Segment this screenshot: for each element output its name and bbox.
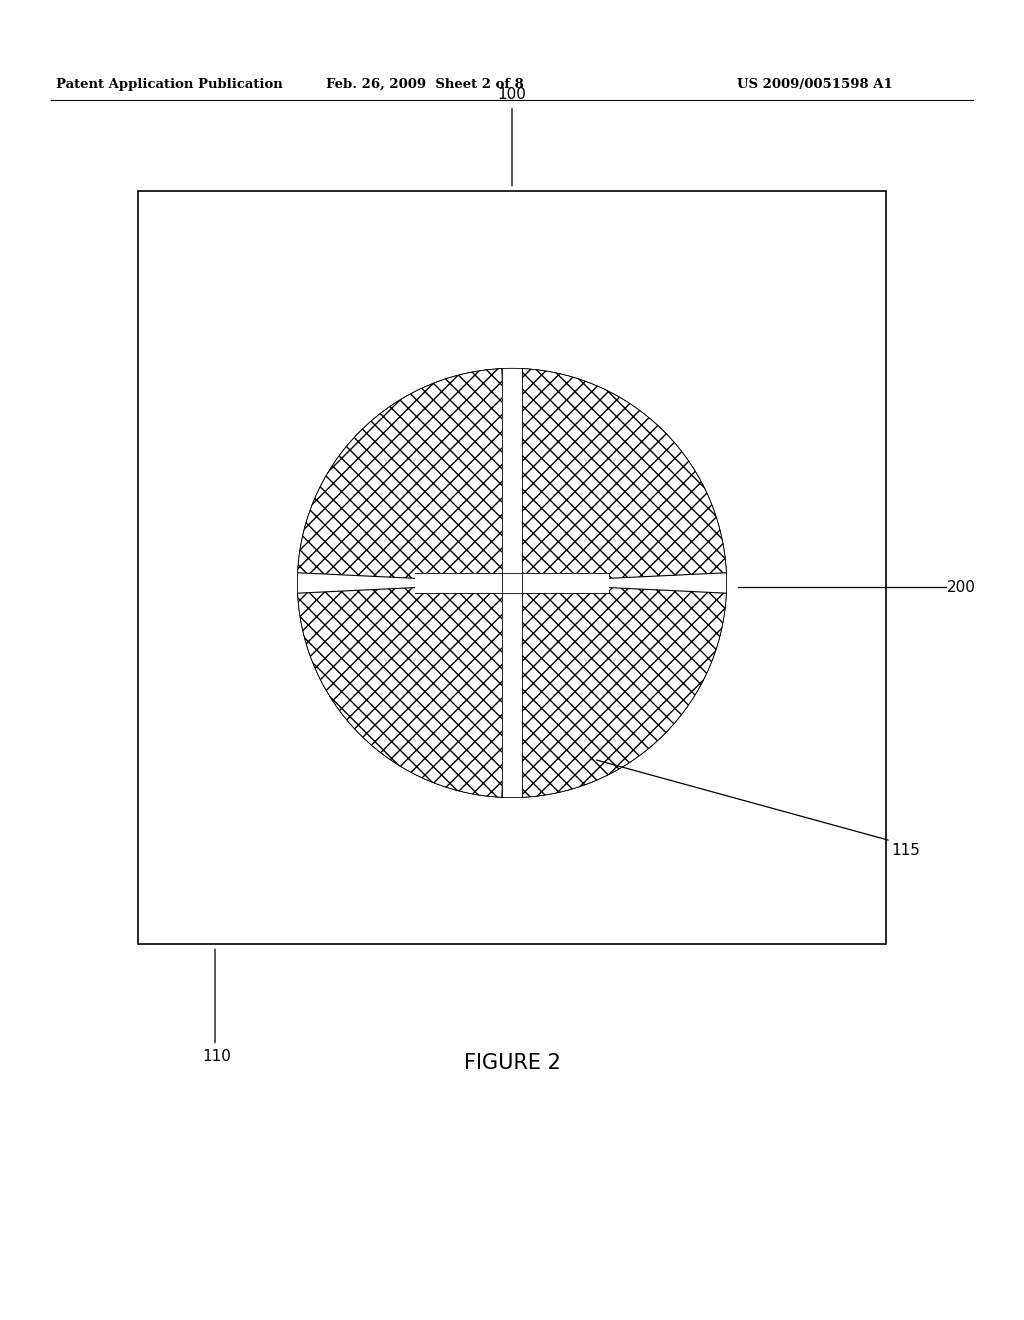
Bar (416, 573, 608, 593)
Text: 115: 115 (891, 843, 920, 858)
Bar (502, 368, 522, 799)
Text: US 2009/0051598 A1: US 2009/0051598 A1 (737, 78, 893, 91)
Text: Feb. 26, 2009  Sheet 2 of 8: Feb. 26, 2009 Sheet 2 of 8 (326, 78, 524, 91)
Wedge shape (512, 583, 727, 797)
Text: 110: 110 (203, 1049, 231, 1064)
Wedge shape (512, 368, 727, 583)
Text: 100: 100 (498, 87, 526, 102)
Wedge shape (297, 583, 512, 797)
Text: 200: 200 (947, 579, 976, 595)
Wedge shape (297, 368, 512, 583)
Text: FIGURE 2: FIGURE 2 (464, 1052, 560, 1073)
Text: Patent Application Publication: Patent Application Publication (56, 78, 283, 91)
